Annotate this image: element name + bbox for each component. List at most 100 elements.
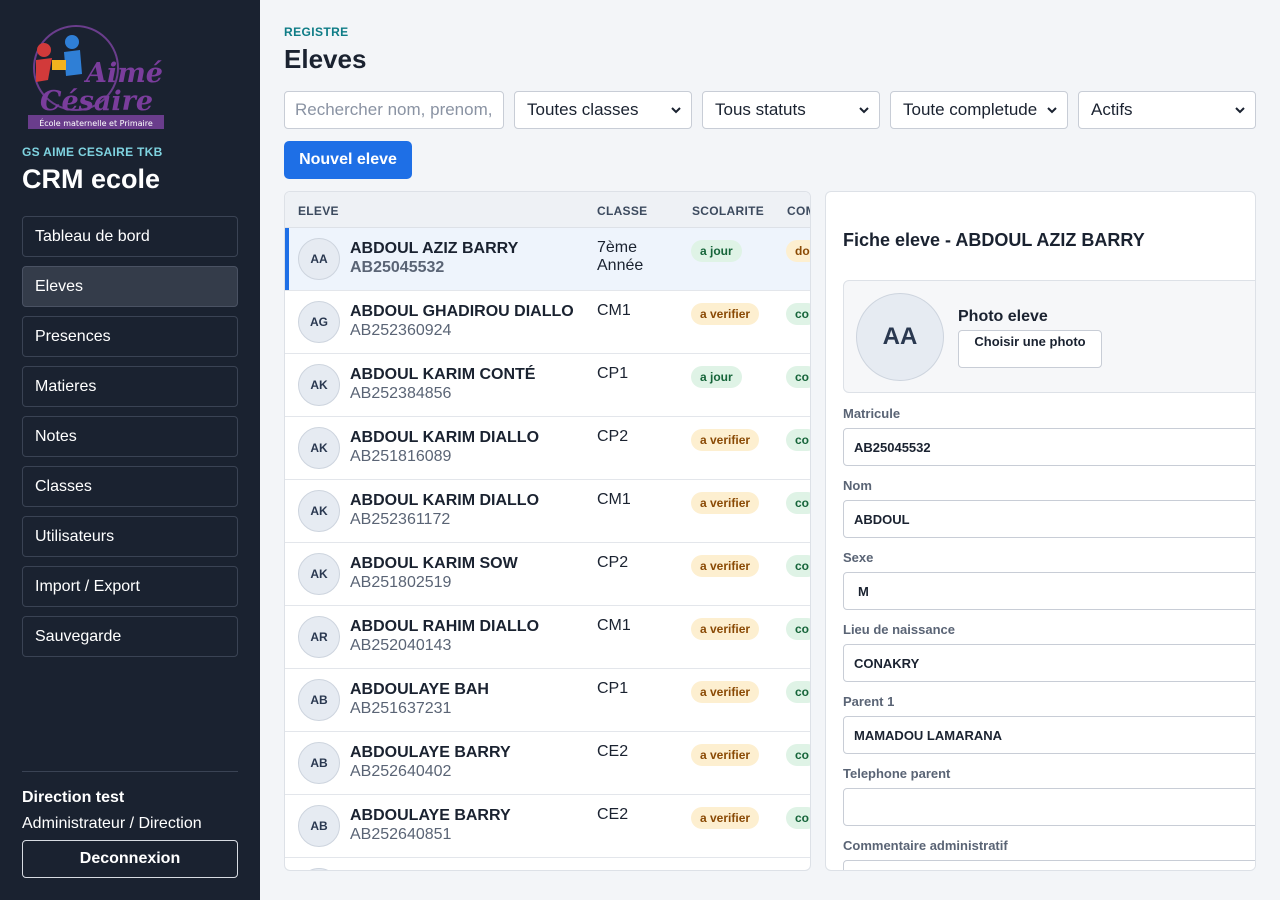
- table-row[interactable]: AK ABDOUL KARIM SOW AB251802519 CP2 a verifi…: [285, 543, 810, 606]
- svg-text:École maternelle et Primaire: École maternelle et Primaire: [39, 117, 153, 128]
- field-label-telephone-parent: Telephone parent: [843, 766, 951, 781]
- student-name: ABDOUL KARIM DIALLO: [350, 429, 540, 446]
- detail-title: Fiche eleve - ABDOUL AZIZ BARRY: [843, 230, 1145, 250]
- avatar: AK: [298, 364, 340, 406]
- student-class: CP2: [597, 554, 629, 571]
- student-matricule: AB251802519: [350, 574, 452, 591]
- avatar: AR: [298, 616, 340, 658]
- completude-badge: co: [786, 744, 810, 766]
- sidebar-item-tableau-de-bord[interactable]: Tableau de bord: [22, 216, 238, 257]
- completude-badge: co: [786, 492, 810, 514]
- chevron-down-icon: [1047, 107, 1057, 114]
- completude-badge: co: [786, 366, 810, 388]
- choose-photo-button[interactable]: Choisir une photo: [958, 330, 1102, 368]
- field-input-matricule[interactable]: AB25045532: [843, 428, 1255, 466]
- table-row[interactable]: AK ABDOUL KARIM CONTÉ AB252384856 CP1 a jour…: [285, 354, 810, 417]
- table-row[interactable]: AA ABDOUL AZIZ BARRY AB25045532 7ème Année a…: [285, 228, 810, 291]
- student-matricule: AB252640402: [350, 763, 452, 780]
- completeness-filter-select[interactable]: Toute completude: [890, 91, 1068, 129]
- completude-badge: co: [786, 429, 810, 451]
- chevron-down-icon: [671, 107, 681, 114]
- scolarite-badge: a verifier: [691, 681, 760, 703]
- table-row-partial[interactable]: [285, 858, 810, 870]
- sidebar-item-import-export[interactable]: Import / Export: [22, 566, 238, 607]
- sidebar-item-eleves[interactable]: Eleves: [22, 266, 238, 307]
- student-class: CE2: [597, 743, 629, 760]
- sidebar-item-utilisateurs[interactable]: Utilisateurs: [22, 516, 238, 557]
- column-header-completude[interactable]: COM: [787, 204, 810, 218]
- completude-badge: co: [786, 681, 810, 703]
- table-row[interactable]: AB ABDOULAYE BARRY AB252640402 CE2 a verifie…: [285, 732, 810, 795]
- table-header: ELEVE CLASSE SCOLARITE COM: [285, 192, 810, 228]
- sidebar-item-sauvegarde[interactable]: Sauvegarde: [22, 616, 238, 657]
- scolarite-badge: a verifier: [691, 555, 760, 577]
- sidebar: Aimé Césaire École maternelle et Primair…: [0, 0, 260, 900]
- scolarite-badge: a verifier: [691, 303, 760, 325]
- logout-button[interactable]: Deconnexion: [22, 840, 238, 878]
- students-table: ELEVE CLASSE SCOLARITE COM AA ABDOUL AZIZ…: [284, 191, 811, 871]
- avatar: AB: [298, 679, 340, 721]
- student-name: ABDOUL AZIZ BARRY: [350, 240, 519, 257]
- status-filter-value: Tous statuts: [715, 100, 806, 119]
- sidebar-item-presences[interactable]: Presences: [22, 316, 238, 357]
- table-row[interactable]: AR ABDOUL RAHIM DIALLO AB252040143 CM1 a ver…: [285, 606, 810, 669]
- class-filter-value: Toutes classes: [527, 100, 639, 119]
- field-label-parent-1: Parent 1: [843, 694, 895, 709]
- scolarite-badge: a verifier: [691, 429, 760, 451]
- student-matricule: AB252640851: [350, 826, 452, 843]
- active-filter-select[interactable]: Actifs: [1078, 91, 1256, 129]
- scolarite-badge: a jour: [691, 366, 742, 388]
- svg-text:Aimé: Aimé: [83, 58, 163, 89]
- user-role: Administrateur / Direction: [22, 815, 202, 832]
- student-name: ABDOUL KARIM DIALLO: [350, 492, 540, 509]
- student-class: CM1: [597, 302, 631, 319]
- sidebar-item-notes[interactable]: Notes: [22, 416, 238, 457]
- student-name: ABDOUL KARIM SOW: [350, 555, 518, 572]
- field-input-parent-1[interactable]: MAMADOU LAMARANA: [843, 716, 1255, 754]
- status-filter-select[interactable]: Tous statuts: [702, 91, 880, 129]
- new-student-button[interactable]: Nouvel eleve: [284, 141, 412, 179]
- sidebar-item-classes[interactable]: Classes: [22, 466, 238, 507]
- avatar: [298, 868, 340, 870]
- table-row[interactable]: AB ABDOULAYE BAH AB251637231 CP1 a verifier c…: [285, 669, 810, 732]
- school-name: GS AIME CESAIRE TKB: [22, 145, 163, 159]
- column-header-eleve[interactable]: ELEVE: [298, 204, 339, 218]
- field-label-nom: Nom: [843, 478, 872, 493]
- scolarite-badge: a verifier: [691, 744, 760, 766]
- field-input-sexe[interactable]: M: [843, 572, 1255, 610]
- student-matricule: AB252040143: [350, 637, 452, 654]
- field-label-matricule: Matricule: [843, 406, 901, 421]
- student-matricule: AB252360924: [350, 322, 452, 339]
- class-filter-select[interactable]: Toutes classes: [514, 91, 692, 129]
- student-name: ABDOULAYE BARRY: [350, 744, 511, 761]
- avatar: AK: [298, 553, 340, 595]
- completude-badge: do: [786, 240, 810, 262]
- completeness-filter-value: Toute completude: [903, 100, 1038, 119]
- column-header-classe[interactable]: CLASSE: [597, 204, 648, 218]
- table-row[interactable]: AK ABDOUL KARIM DIALLO AB251816089 CP2 a ver…: [285, 417, 810, 480]
- field-input-commentaire-administratif[interactable]: [843, 860, 1255, 870]
- table-row[interactable]: AB ABDOULAYE BARRY AB252640851 CE2 a verifie…: [285, 795, 810, 858]
- scolarite-badge: a jour: [691, 240, 742, 262]
- column-header-scolarite[interactable]: SCOLARITE: [692, 204, 765, 218]
- field-input-lieu-de-naissance[interactable]: CONAKRY: [843, 644, 1255, 682]
- photo-label: Photo eleve: [958, 308, 1048, 325]
- table-row[interactable]: AK ABDOUL KARIM DIALLO AB252361172 CM1 a ver…: [285, 480, 810, 543]
- student-name: ABDOUL GHADIROU DIALLO: [350, 303, 574, 320]
- avatar: AK: [298, 427, 340, 469]
- field-input-nom[interactable]: ABDOUL: [843, 500, 1255, 538]
- completude-badge: co: [786, 555, 810, 577]
- sidebar-item-matieres[interactable]: Matieres: [22, 366, 238, 407]
- field-input-telephone-parent[interactable]: [843, 788, 1255, 826]
- student-class: CM1: [597, 491, 631, 508]
- search-placeholder: Rechercher nom, prenom, m: [295, 100, 491, 119]
- svg-text:Césaire: Césaire: [40, 86, 153, 117]
- table-row[interactable]: AG ABDOUL GHADIROU DIALLO AB252360924 CM1 a …: [285, 291, 810, 354]
- search-input[interactable]: Rechercher nom, prenom, m: [284, 91, 504, 129]
- student-class: CE2: [597, 806, 629, 823]
- student-matricule: AB251816089: [350, 448, 452, 465]
- sidebar-nav: Tableau de bord Eleves Presences Matieres No…: [22, 216, 238, 666]
- page-title: Eleves: [284, 44, 367, 74]
- field-label-sexe: Sexe: [843, 550, 874, 565]
- school-logo: Aimé Césaire École maternelle et Primair…: [28, 25, 164, 129]
